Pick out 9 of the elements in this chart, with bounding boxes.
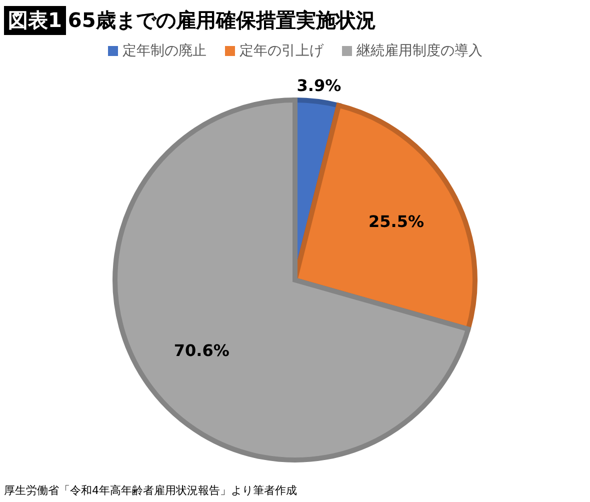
data-label: 25.5% — [368, 212, 424, 231]
text: 図表1 — [4, 6, 66, 34]
data-label: 3.9% — [296, 76, 342, 95]
legend-label: 継続雇用制度の導入 — [356, 42, 482, 60]
legend-label: 定年の引上げ — [240, 42, 324, 60]
chart-title: 65歳までの雇用確保措置実施状況 — [68, 6, 376, 34]
text: 厚生労働省「令和4年高年齢者雇用状況報告」より筆者作成 — [4, 483, 297, 498]
data-label: 70.6% — [174, 341, 230, 360]
legend-label: 定年制の廃止 — [122, 42, 206, 60]
